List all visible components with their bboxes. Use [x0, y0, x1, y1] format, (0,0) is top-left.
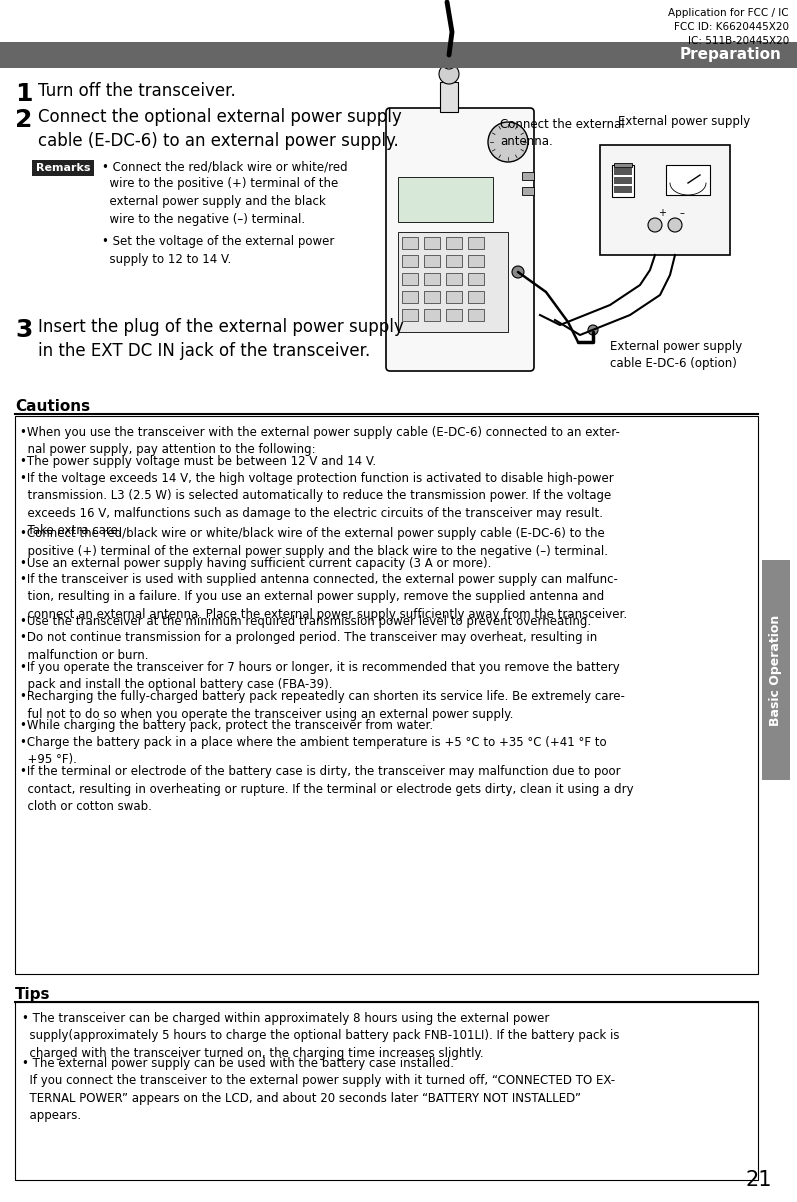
- Bar: [32, 160, 94, 175]
- Bar: [468, 237, 484, 249]
- Text: 3: 3: [15, 319, 33, 343]
- Text: Preparation: Preparation: [680, 48, 782, 63]
- Bar: [440, 82, 458, 112]
- Text: •If the terminal or electrode of the battery case is dirty, the transceiver may : •If the terminal or electrode of the bat…: [20, 764, 634, 813]
- Bar: [402, 255, 418, 267]
- Text: Application for FCC / IC
FCC ID: K6620445X20
IC: 511B-20445X20: Application for FCC / IC FCC ID: K662044…: [669, 8, 789, 46]
- Bar: [614, 168, 632, 175]
- Bar: [446, 237, 462, 249]
- Bar: [614, 186, 632, 194]
- Circle shape: [648, 218, 662, 232]
- Bar: [402, 291, 418, 303]
- Text: •Connect the red/black wire or white/black wire of the external power supply cab: •Connect the red/black wire or white/bla…: [20, 528, 608, 558]
- Bar: [600, 145, 730, 255]
- Bar: [468, 309, 484, 321]
- Bar: [614, 177, 632, 184]
- Bar: [402, 237, 418, 249]
- Text: Insert the plug of the external power supply
in the EXT DC IN jack of the transc: Insert the plug of the external power su…: [38, 319, 404, 359]
- Text: Basic Operation: Basic Operation: [769, 614, 783, 726]
- Text: 1: 1: [15, 82, 33, 106]
- Bar: [614, 163, 632, 167]
- Text: •If the transceiver is used with supplied antenna connected, the external power : •If the transceiver is used with supplie…: [20, 572, 627, 620]
- Text: •Use an external power supply having sufficient current capacity (3 A or more).: •Use an external power supply having suf…: [20, 557, 492, 570]
- Text: • The external power supply can be used with the battery case installed.
  If yo: • The external power supply can be used …: [22, 1057, 615, 1121]
- Bar: [446, 273, 462, 285]
- Bar: [398, 232, 508, 332]
- Text: +: +: [658, 208, 666, 218]
- Bar: [424, 255, 440, 267]
- Text: 2: 2: [15, 108, 33, 132]
- Text: •Recharging the fully-charged battery pack repeatedly can shorten its service li: •Recharging the fully-charged battery pa…: [20, 690, 625, 721]
- Text: •The power supply voltage must be between 12 V and 14 V.: •The power supply voltage must be betwee…: [20, 456, 376, 469]
- Text: Connect the external
antenna.: Connect the external antenna.: [500, 118, 625, 148]
- Text: •Use the transceiver at the minimum required transmission power level to prevent: •Use the transceiver at the minimum requ…: [20, 615, 591, 629]
- Bar: [0, 42, 797, 69]
- Text: •If the voltage exceeds 14 V, the high voltage protection function is activated : •If the voltage exceeds 14 V, the high v…: [20, 471, 614, 537]
- Bar: [15, 1002, 758, 1180]
- Text: •If you operate the transceiver for 7 hours or longer, it is recommended that yo: •If you operate the transceiver for 7 ho…: [20, 661, 620, 691]
- Text: Cautions: Cautions: [15, 399, 90, 413]
- Bar: [522, 188, 534, 195]
- Text: Turn off the transceiver.: Turn off the transceiver.: [38, 82, 236, 100]
- Bar: [522, 172, 534, 180]
- Text: 21: 21: [745, 1170, 772, 1190]
- FancyBboxPatch shape: [386, 108, 534, 371]
- Bar: [402, 309, 418, 321]
- Bar: [666, 165, 710, 195]
- Text: Tips: Tips: [15, 987, 50, 1002]
- Bar: [424, 309, 440, 321]
- Circle shape: [488, 121, 528, 162]
- Text: –: –: [680, 208, 685, 218]
- Text: Connect the optional external power supply
cable (E-DC-6) to an external power s: Connect the optional external power supp…: [38, 108, 402, 149]
- Text: External power supply: External power supply: [618, 115, 750, 127]
- Bar: [424, 237, 440, 249]
- Bar: [612, 165, 634, 197]
- Text: Remarks: Remarks: [36, 163, 90, 173]
- Text: • The transceiver can be charged within approximately 8 hours using the external: • The transceiver can be charged within …: [22, 1012, 619, 1060]
- Bar: [398, 177, 493, 222]
- Text: •While charging the battery pack, protect the transceiver from water.: •While charging the battery pack, protec…: [20, 720, 433, 732]
- Bar: [468, 291, 484, 303]
- Text: • Connect the red/black wire or white/red
  wire to the positive (+) terminal of: • Connect the red/black wire or white/re…: [102, 160, 347, 226]
- Text: • Set the voltage of the external power
  supply to 12 to 14 V.: • Set the voltage of the external power …: [102, 236, 335, 266]
- Circle shape: [588, 325, 598, 335]
- Text: •Charge the battery pack in a place where the ambient temperature is +5 °C to +3: •Charge the battery pack in a place wher…: [20, 736, 607, 766]
- Bar: [402, 273, 418, 285]
- Bar: [424, 273, 440, 285]
- Text: •When you use the transceiver with the external power supply cable (E-DC-6) conn: •When you use the transceiver with the e…: [20, 426, 620, 457]
- Bar: [446, 309, 462, 321]
- Bar: [446, 255, 462, 267]
- Bar: [762, 560, 790, 780]
- Bar: [424, 291, 440, 303]
- Bar: [468, 273, 484, 285]
- Circle shape: [442, 55, 456, 69]
- Text: •Do not continue transmission for a prolonged period. The transceiver may overhe: •Do not continue transmission for a prol…: [20, 631, 597, 662]
- Bar: [468, 255, 484, 267]
- Text: External power supply
cable E-DC-6 (option): External power supply cable E-DC-6 (opti…: [610, 340, 742, 370]
- Circle shape: [668, 218, 682, 232]
- Bar: [15, 416, 758, 974]
- Circle shape: [512, 266, 524, 278]
- Bar: [446, 291, 462, 303]
- Circle shape: [439, 64, 459, 84]
